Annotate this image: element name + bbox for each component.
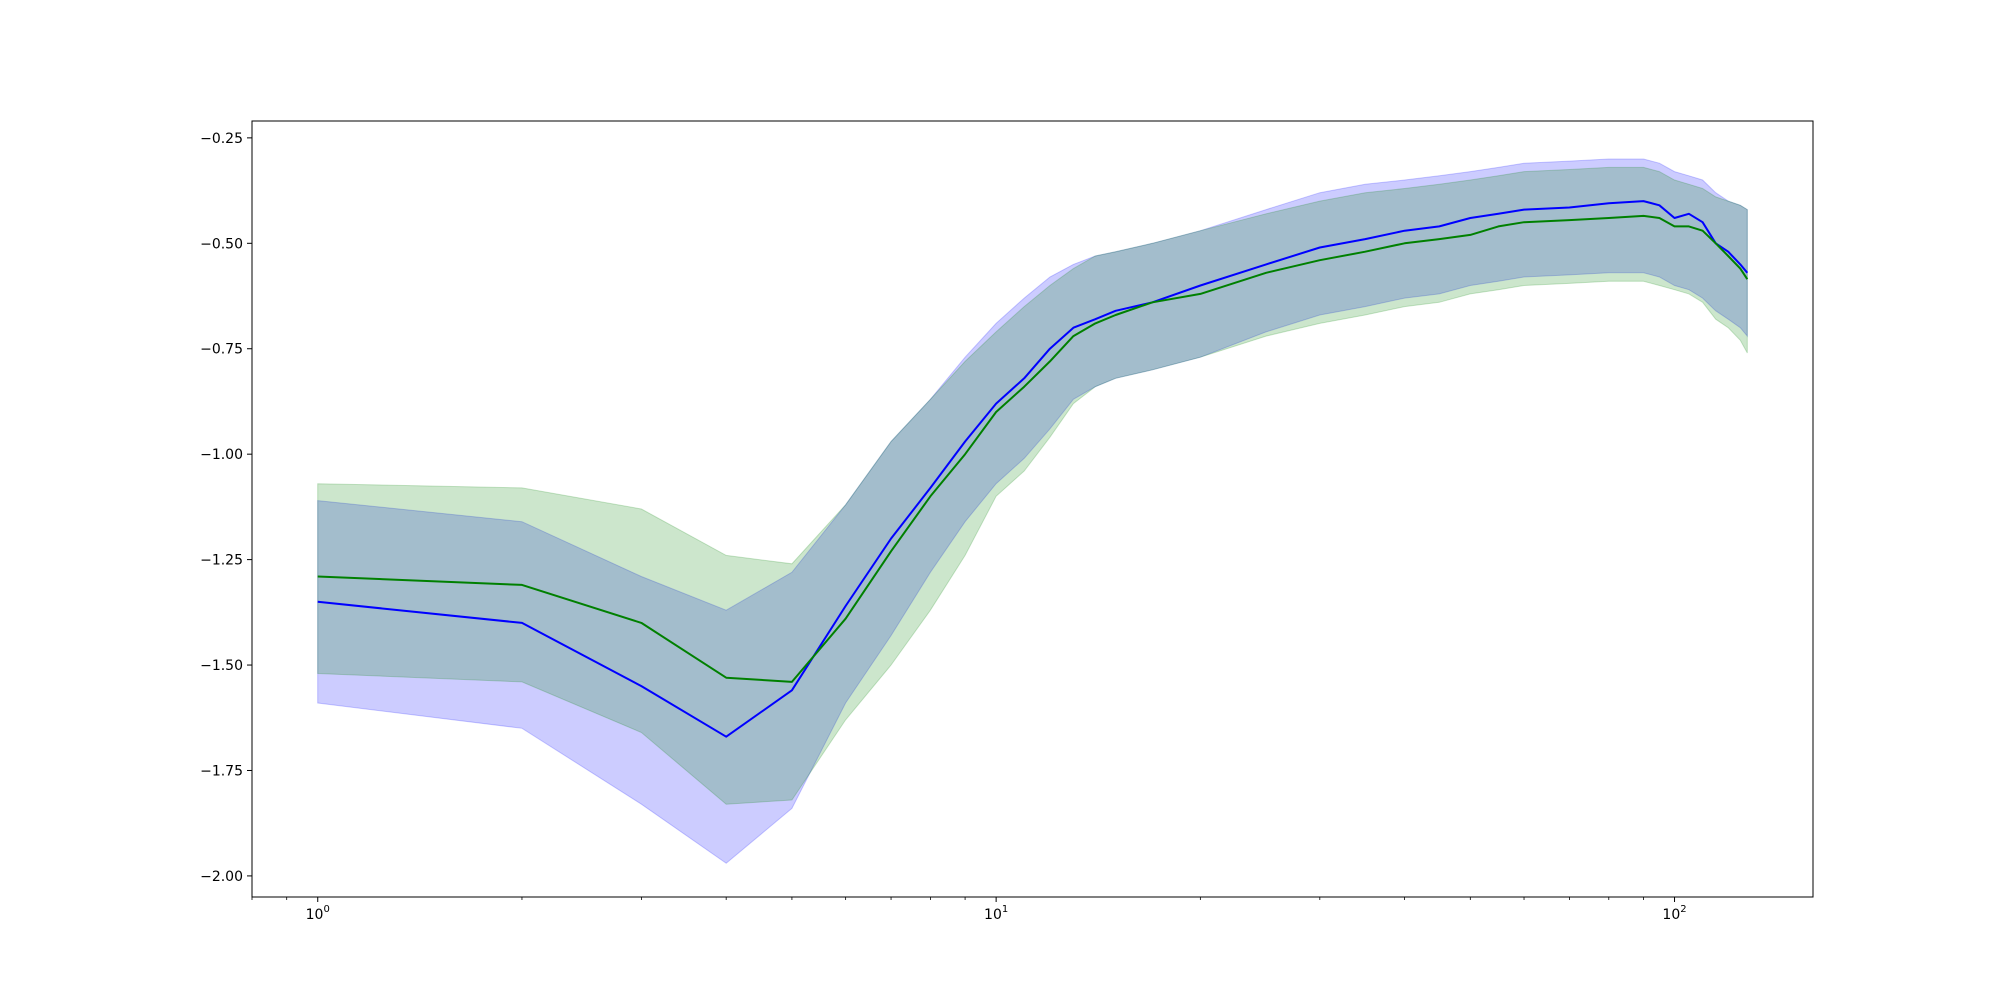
- series-1-line: [317, 200, 1749, 738]
- y-tick-label: −1.00: [200, 447, 243, 463]
- y-tick-label: −2.00: [200, 869, 243, 885]
- y-tick-label: −1.25: [200, 553, 243, 569]
- y-tick-label: −0.25: [200, 131, 243, 147]
- y-axis: −0.25 −0.50 −0.75 −1.00 −1.25 −1.50 −1.75 −2.00: [200, 131, 252, 885]
- y-tick-label: −1.50: [200, 658, 243, 674]
- series-1-band: [317, 158, 1748, 864]
- x-tick-label: 102: [1662, 904, 1686, 923]
- x-tick-label: 100: [306, 904, 330, 923]
- series-2-line: [317, 214, 1749, 683]
- y-tick-label: −0.75: [200, 342, 243, 358]
- plot-frame: [251, 120, 1814, 898]
- y-tick-label: −0.50: [200, 236, 243, 252]
- x-axis: 100 101 102: [251, 897, 1687, 923]
- series-lines: [317, 200, 1749, 738]
- y-tick-label: −1.75: [200, 763, 243, 779]
- x-tick-label: 101: [984, 904, 1008, 923]
